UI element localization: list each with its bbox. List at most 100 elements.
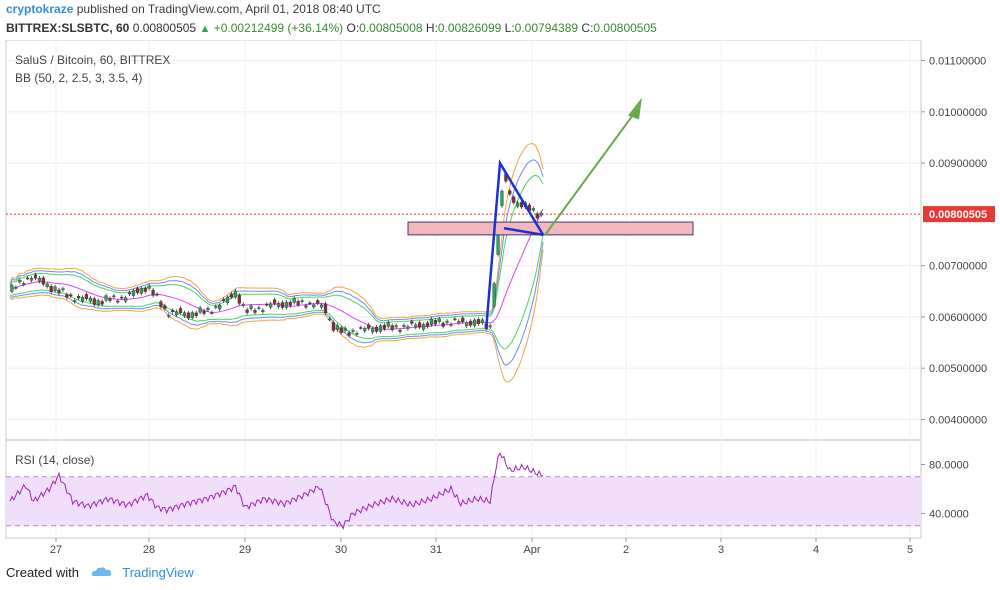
low-value: 0.00794389 <box>514 21 579 35</box>
candle-body <box>363 327 367 332</box>
candle-body <box>327 318 332 321</box>
candle-body <box>508 190 512 195</box>
candle-body <box>273 299 277 304</box>
publish-line: cryptokraze published on TradingView.com… <box>6 2 381 16</box>
x-tick-label: 2 <box>623 544 629 555</box>
candle-body <box>351 330 355 332</box>
candle-body <box>320 304 324 308</box>
series-title: SaluS / Bitcoin, 60, BITTREX <box>15 53 170 67</box>
candle-body <box>233 290 237 298</box>
candle-body <box>359 327 363 329</box>
y-tick-label: 0.01000000 <box>929 107 987 119</box>
price-change: +0.00212499 (+36.14%) <box>213 21 344 35</box>
bb-upper-band <box>9 143 544 320</box>
candle-body <box>225 297 230 303</box>
candle-body <box>386 322 390 327</box>
candle-body <box>65 294 69 298</box>
candle-body <box>469 320 473 326</box>
price-axis[interactable]: 0.01100000 0.01000000 0.00900000 0.00700000… <box>921 56 995 521</box>
created-with-label: Created with <box>6 565 79 580</box>
candle-body <box>531 208 535 211</box>
candle-body <box>261 309 265 312</box>
candle-body <box>96 300 100 305</box>
candle-body <box>241 304 245 306</box>
bb-lower-band <box>9 241 544 366</box>
candle-body <box>335 325 339 330</box>
bb-upper-band <box>9 174 544 324</box>
candle-body <box>316 300 320 304</box>
candle-body <box>312 304 316 308</box>
y-tick-label: 0.00400000 <box>929 414 987 426</box>
candle-body <box>461 317 465 323</box>
candle-body <box>53 286 57 291</box>
candle-body <box>480 319 484 324</box>
target-arrow-line <box>544 112 635 236</box>
candle-body <box>414 324 418 328</box>
candle-body <box>84 294 89 299</box>
bb-lower-band <box>10 234 544 350</box>
candle-body <box>269 303 273 308</box>
candle-body <box>163 305 167 309</box>
rsi-pane <box>6 452 921 530</box>
candle-body <box>120 296 124 299</box>
candle-body <box>37 277 41 282</box>
last-price: 0.00800505 <box>132 21 197 35</box>
candle-body <box>206 308 210 311</box>
candle-body <box>343 327 347 332</box>
x-tick-label: 28 <box>143 544 155 555</box>
chart-frame <box>5 40 922 539</box>
x-tick-label: 5 <box>907 544 913 555</box>
candle-body <box>323 303 328 314</box>
open-label: O: <box>346 21 360 35</box>
tradingview-link[interactable]: TradingView <box>122 565 194 580</box>
candle-body <box>159 301 163 307</box>
candle-body <box>92 298 96 305</box>
rsi-tick-label: 40.0000 <box>929 509 969 521</box>
candle-body <box>26 277 30 280</box>
candle-body <box>45 283 49 287</box>
candle-body <box>139 288 143 294</box>
candle-body <box>402 325 406 327</box>
candle-body <box>49 286 53 293</box>
candle-body <box>378 325 383 332</box>
candle-body <box>127 292 132 295</box>
candle-body <box>421 324 426 330</box>
candle-body <box>425 322 430 327</box>
footer: Created with TradingView <box>6 565 194 581</box>
candle-body <box>355 333 359 335</box>
x-tick-label: Apr <box>523 544 540 555</box>
candle-body <box>519 202 524 208</box>
candle-body <box>202 310 206 314</box>
candle-body <box>331 322 335 331</box>
y-tick-label: 0.00600000 <box>929 312 987 324</box>
bb-upper-band <box>9 159 544 322</box>
candle-body <box>257 307 261 309</box>
candle-body <box>155 293 159 296</box>
candles <box>10 171 543 338</box>
candle-body <box>296 301 300 306</box>
candle-body <box>410 321 414 324</box>
candle-body <box>249 305 253 310</box>
candle-body <box>367 324 371 329</box>
y-tick-label: 0.00900000 <box>929 158 987 170</box>
candle-body <box>29 277 34 281</box>
candle-body <box>488 325 492 328</box>
candle-body <box>174 311 179 316</box>
candle-body <box>433 319 437 325</box>
candle-body <box>476 319 481 325</box>
time-axis[interactable]: 27 28 29 30 31 Apr 2 3 4 5 <box>50 538 913 555</box>
candle-body <box>390 325 394 330</box>
candle-body <box>80 297 85 302</box>
pattern-base <box>503 226 544 237</box>
candle-body <box>124 297 128 302</box>
candle-body <box>500 191 504 206</box>
author-link[interactable]: cryptokraze <box>6 2 74 16</box>
price-chart[interactable]: 0.01100000 0.01000000 0.00900000 0.00700000… <box>0 40 1000 555</box>
tradingview-cloud-icon <box>91 566 113 581</box>
candle-body <box>116 300 120 303</box>
candle-body <box>41 277 45 285</box>
x-tick-label: 31 <box>430 544 442 555</box>
candle-body <box>445 320 449 323</box>
high-label: H: <box>425 21 438 35</box>
candle-body <box>492 283 496 307</box>
